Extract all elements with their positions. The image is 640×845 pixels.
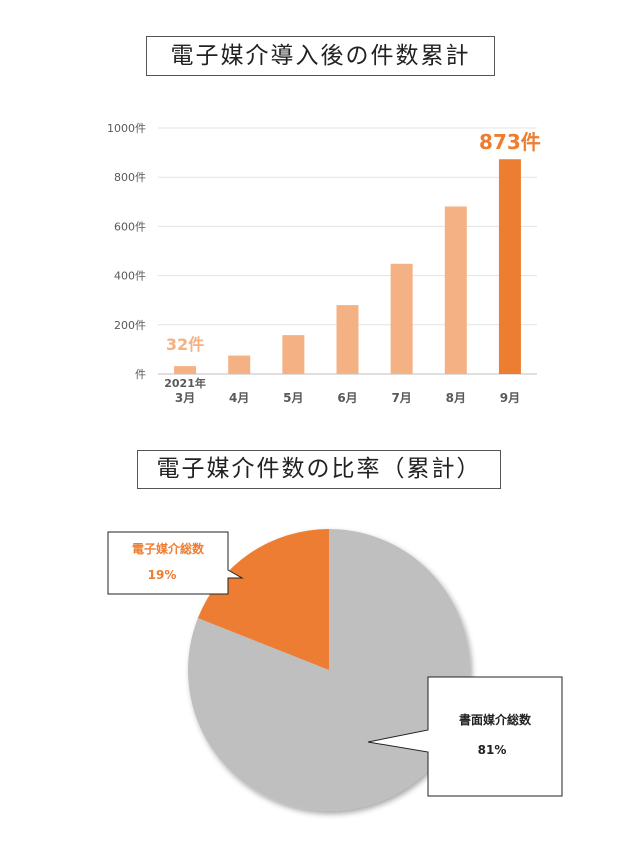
x-tick-label: 5月 [283,391,303,405]
bar [282,335,305,374]
callout-paper [367,676,563,797]
x-year-label: 2021年 [164,376,206,390]
bar-chart: 件 200件 400件 600件 800件 1000件 3月 4月 5月 6月 7月 8月 9月 202… [107,122,541,405]
bar [390,263,413,374]
bar [228,355,251,374]
data-label: 873件 [479,130,541,154]
x-tick-label: 7月 [391,391,411,405]
y-tick-label: 1000件 [107,122,146,135]
pie-chart-title: 電子媒介件数の比率（累計） [137,450,501,489]
y-tick-label: 600件 [114,220,146,233]
callout-electronic [107,531,244,595]
x-tick-label: 8月 [446,391,466,405]
x-tick-label: 3月 [175,391,195,405]
y-tick-label: 800件 [114,171,146,184]
x-tick-label: 4月 [229,391,249,405]
y-tick-label: 200件 [114,319,146,332]
callout-electronic-label: 電子媒介総数 [132,541,205,556]
bar [444,206,467,374]
y-tick-label: 件 [135,368,146,381]
y-tick-label: 400件 [114,270,146,283]
callout-paper-label: 書面媒介総数 [459,712,532,727]
bar [174,366,197,374]
bar [498,159,521,374]
bar-chart-title: 電子媒介導入後の件数累計 [146,36,495,76]
data-label: 32件 [166,335,204,354]
callout-paper-value: 81% [478,743,507,757]
x-tick-label: 6月 [337,391,357,405]
x-tick-label: 9月 [500,391,520,405]
bar [336,305,359,374]
pie-slice [197,529,329,670]
callout-electronic-value: 19% [148,568,177,582]
